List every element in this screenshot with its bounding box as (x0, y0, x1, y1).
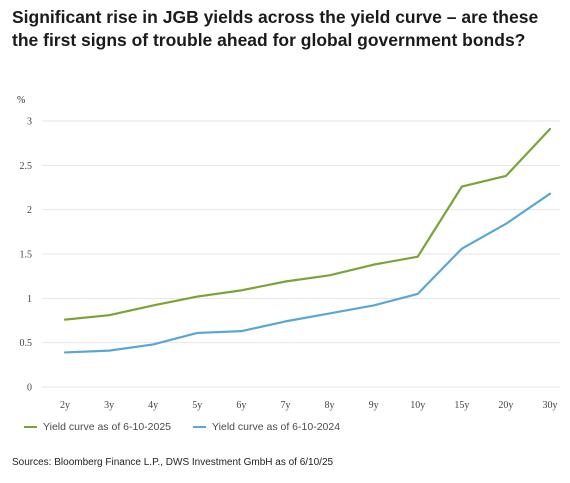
x-tick-labels: 2y 3y 4y 5y 6y 7y 8y 9y 10y 15y 20y 30y (60, 400, 558, 411)
source-note: Sources: Bloomberg Finance L.P., DWS Inv… (12, 457, 333, 468)
x-tick-label: 10y (410, 400, 425, 411)
gridlines (42, 121, 560, 387)
legend-item-2025: Yield curve as of 6-10-2025 (24, 421, 171, 433)
x-tick-label: 30y (543, 400, 558, 411)
y-tick-label: 1 (27, 294, 32, 305)
y-tick-label: 3 (27, 117, 32, 128)
series-lines (65, 129, 550, 352)
x-tick-label: 6y (236, 400, 246, 411)
legend-item-2024: Yield curve as of 6-10-2024 (193, 421, 340, 433)
x-tick-label: 3y (104, 400, 114, 411)
x-tick-label: 9y (369, 400, 379, 411)
y-axis-label: % (17, 95, 25, 106)
y-tick-label: 0.5 (20, 338, 33, 349)
x-tick-label: 7y (280, 400, 290, 411)
x-tick-label: 8y (325, 400, 335, 411)
legend: Yield curve as of 6-10-2025 Yield curve … (24, 421, 340, 433)
x-tick-label: 2y (60, 400, 70, 411)
y-tick-label: 2 (27, 205, 32, 216)
series-line-1 (65, 194, 550, 353)
legend-swatch-2024 (193, 426, 206, 428)
legend-swatch-2025 (24, 426, 37, 428)
y-tick-label: 2.5 (20, 161, 33, 172)
series-line-0 (65, 129, 550, 320)
x-tick-label: 15y (454, 400, 469, 411)
y-tick-label: 1.5 (20, 250, 33, 261)
y-tick-labels: 0 0.5 1 1.5 2 2.5 3 (20, 117, 33, 394)
x-tick-label: 4y (148, 400, 158, 411)
legend-label-2025: Yield curve as of 6-10-2025 (43, 421, 171, 433)
legend-label-2024: Yield curve as of 6-10-2024 (212, 421, 340, 433)
x-tick-label: 5y (192, 400, 202, 411)
x-tick-label: 20y (498, 400, 513, 411)
y-tick-label: 0 (27, 383, 32, 394)
